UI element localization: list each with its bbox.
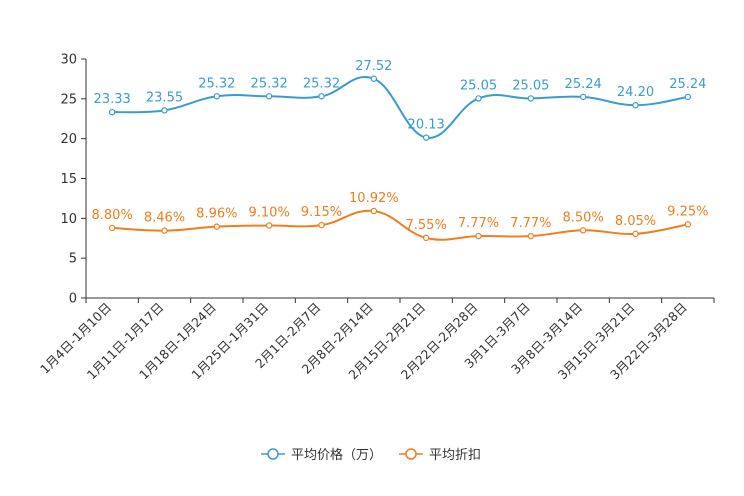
data-point[interactable]: [422, 234, 430, 242]
data-point[interactable]: [475, 232, 482, 240]
data-point[interactable]: [475, 95, 482, 102]
data-label: 25.32: [303, 76, 340, 91]
data-point[interactable]: [265, 222, 273, 229]
x-axis: 1月4日-1月10日1月11日-1月17日1月18日-1月24日1月25日-1月…: [37, 297, 715, 382]
y-tick-label: 25: [60, 92, 77, 107]
data-point[interactable]: [527, 232, 535, 240]
y-tick-label: 0: [69, 292, 77, 307]
data-point[interactable]: [632, 230, 639, 238]
data-point[interactable]: [527, 95, 535, 102]
data-label: 8.05%: [615, 214, 656, 229]
series-2: 8.80% 8.46% 8.96% 9.10% 9.15% 10.92% 7.55% 7.77…: [92, 191, 708, 242]
series-line: [112, 209, 689, 241]
data-point[interactable]: [370, 207, 378, 215]
data-label: 25.24: [565, 77, 602, 92]
data-label: 23.33: [94, 92, 131, 107]
legend-item-1[interactable]: 平均价格（万）: [261, 447, 382, 463]
legend-label: 平均价格（万）: [291, 447, 382, 463]
data-label: 25.05: [512, 78, 549, 93]
data-label: 7.77%: [510, 216, 551, 231]
y-tick-label: 10: [60, 212, 77, 227]
legend-marker: [405, 448, 417, 460]
legend-item-2[interactable]: 平均折扣: [399, 448, 481, 463]
data-label: 8.96%: [196, 207, 237, 222]
data-point[interactable]: [632, 102, 639, 109]
data-label: 10.92%: [349, 191, 399, 206]
legend-label: 平均折扣: [429, 448, 481, 463]
data-label: 25.24: [669, 77, 706, 92]
data-label: 7.77%: [458, 216, 499, 231]
data-point[interactable]: [370, 75, 378, 82]
data-label: 9.15%: [301, 205, 342, 220]
data-point[interactable]: [579, 93, 587, 101]
y-tick-label: 30: [60, 53, 77, 68]
data-label: 7.55%: [406, 218, 447, 233]
data-point[interactable]: [422, 134, 430, 141]
data-label: 8.80%: [92, 208, 133, 223]
data-point[interactable]: [684, 221, 692, 228]
data-label: 25.32: [198, 76, 235, 91]
y-axis: 0 5 10 15 20 25 30: [60, 53, 87, 307]
data-label: 25.32: [251, 76, 288, 91]
data-point[interactable]: [684, 93, 692, 101]
data-label: 9.10%: [249, 206, 290, 221]
data-point[interactable]: [579, 227, 587, 234]
data-point[interactable]: [318, 93, 325, 100]
series-layer: 23.33 23.55 25.32 25.32 25.32 27.52 20.13 25.05…: [92, 59, 708, 242]
data-label: 8.46%: [144, 211, 185, 226]
data-point[interactable]: [265, 93, 273, 100]
y-tick-label: 15: [60, 172, 77, 187]
data-point[interactable]: [318, 221, 325, 229]
data-point[interactable]: [161, 107, 168, 114]
data-label: 20.13: [408, 118, 445, 133]
data-point[interactable]: [108, 224, 116, 232]
y-tick-label: 5: [69, 252, 77, 267]
data-label: 27.52: [355, 59, 392, 74]
data-label: 24.20: [617, 85, 654, 100]
legend-marker: [267, 448, 279, 460]
data-point[interactable]: [213, 93, 221, 100]
data-point[interactable]: [161, 227, 168, 234]
data-label: 23.55: [146, 90, 183, 105]
data-point[interactable]: [108, 108, 116, 116]
series-1: 23.33 23.55 25.32 25.32 25.32 27.52 20.13 25.05…: [94, 59, 706, 141]
data-label: 25.05: [460, 78, 497, 93]
y-tick-label: 20: [60, 132, 77, 147]
data-label: 8.50%: [563, 210, 604, 225]
data-point[interactable]: [213, 223, 221, 230]
legend[interactable]: 平均价格（万） 平均折扣: [261, 447, 481, 463]
data-label: 9.25%: [667, 204, 708, 219]
